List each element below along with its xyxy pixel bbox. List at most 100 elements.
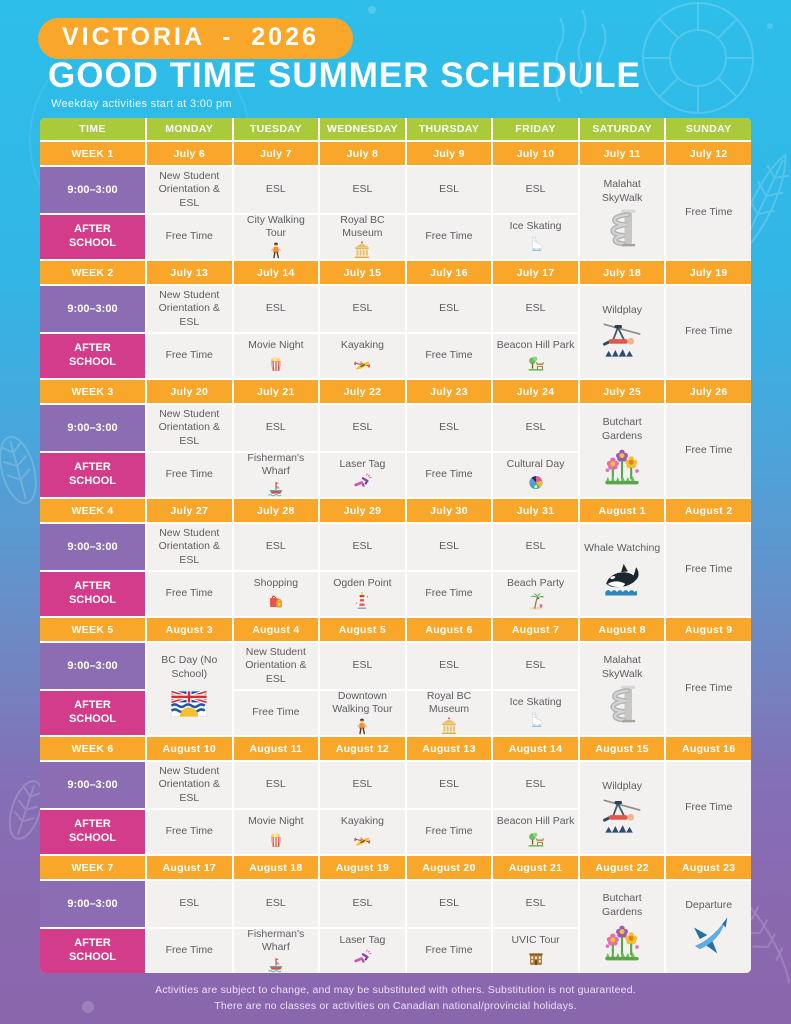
activity-cell-label: Free Time [425,468,473,481]
activity-cell-label: Ice Skating [509,696,562,709]
activity-cell-label: New Student Orientation & ESL [158,765,220,804]
week-block: WEEK 4 July 27 July 28 July 29 July 30 July 3… [40,499,751,616]
weeks-container: WEEK 1 July 6 July 7 July 8 July 9 July 10 Jul… [40,142,751,973]
activity-cell: ESL [233,762,319,808]
activity-cell-label: Free Time [685,563,733,576]
time-label-after-school: AFTER SCHOOL [40,929,145,973]
activity-cell: Free Time [666,524,751,616]
activity-cell-label: New Student Orientation & ESL [245,646,307,685]
popcorn-icon [263,830,289,849]
activity-cell-label: Free Time [685,682,733,695]
skywalk-icon [598,208,646,248]
date-cell-label: July 19 [689,266,728,279]
activity-cell-label: Royal BC Museum [426,689,472,715]
activity-cell-label: ESL [439,183,459,196]
date-cell-label: July 6 [173,147,206,160]
date-cell-label: July 31 [516,504,555,517]
activity-cell-label: ESL [265,421,286,434]
activity-cell: ESL [233,167,319,213]
date-cell-label: July 26 [689,385,728,398]
week-block: WEEK 3 July 20 July 21 July 22 July 23 July 2… [40,380,751,497]
column-header-label: WEDNESDAY [326,123,398,135]
activity-cell-label: ESL [525,421,546,434]
skywalk-icon [598,684,646,724]
activity-cell-label: Beacon Hill Park [496,339,575,352]
activity-cell-label: Beacon Hill Park [496,815,575,828]
activity-cell-label: Free Time [165,944,213,957]
activity-cell: Malahat SkyWalk [579,643,665,735]
date-cell: August 17 [147,856,232,879]
column-header: SATURDAY [579,118,665,140]
date-cell: August 21 [493,856,578,879]
zipline-icon [598,320,646,360]
activity-cell: Kayaking [320,810,405,854]
schedule-table: TIME MONDAY TUESDAY WEDNESDAY THURSDAY FRIDAY… [40,118,751,973]
activity-cell: ESL [406,405,492,451]
activity-cell: Cultural Day [493,453,578,497]
date-cell-label: August 15 [595,742,649,755]
activity-cell-label: ESL [525,183,546,196]
boat-icon [263,955,289,973]
week-block: WEEK 2 July 13 July 14 July 15 July 16 July 1… [40,261,751,378]
date-cell-label: July 8 [346,147,379,160]
activity-cell-label: Free Time [425,825,473,838]
activity-cell: Free Time [666,643,751,735]
activity-cell-label: ESL [352,183,373,196]
activity-cell-label: New Student Orientation & ESL [158,527,220,566]
activity-cell: Free Time [147,334,232,378]
date-cell: August 12 [320,737,405,760]
date-cell: August 5 [320,618,405,641]
column-header-label: FRIDAY [515,123,556,135]
time-label-morning: 9:00–3:00 [40,405,145,451]
activity-cell: ESL [233,524,319,570]
cultural-globe-icon [523,473,549,492]
activity-cell-label: Free Time [425,230,473,243]
week-block: WEEK 6 August 10 August 11 August 12 August … [40,737,751,854]
date-cell-label: July 18 [603,266,641,279]
activity-cell-label: ESL [352,659,373,672]
activity-cell-label: ESL [525,778,546,791]
date-cell-label: July 12 [689,147,728,160]
activity-cell-label: ESL [265,183,286,196]
activity-cell: Free Time [147,215,232,259]
flowers-icon [598,922,646,962]
column-header-row: TIME MONDAY TUESDAY WEDNESDAY THURSDAY FRIDAY… [40,118,751,140]
activity-cell: Free Time [147,810,232,854]
activity-cell-label: Free Time [425,944,473,957]
activity-cell: ESL [493,167,578,213]
time-label-morning-label: 9:00–3:00 [67,779,118,791]
activity-cell: BC Day (No School) [147,643,232,735]
date-cell-label: July 16 [430,266,468,279]
activity-cell: New Student Orientation & ESL [233,643,319,689]
activity-cell: Movie Night [233,334,319,378]
time-label-after-school-label: AFTER SCHOOL [68,580,117,606]
date-cell: July 31 [493,499,578,522]
activity-cell: Ice Skating [493,691,578,735]
activity-cell: ESL [406,643,492,689]
date-cell: August 23 [666,856,751,879]
time-label-after-school-label: AFTER SCHOOL [68,342,117,368]
activity-cell-label: Fisherman's Wharf [247,451,305,477]
date-cell: July 18 [579,261,665,284]
date-cell: August 1 [579,499,665,522]
date-cell: August 22 [579,856,665,879]
date-cell: July 29 [320,499,405,522]
activity-cell: Free Time [406,572,492,616]
activity-cell-label: UVIC Tour [511,934,560,947]
date-cell-label: August 1 [598,504,646,517]
column-header-label: TIME [79,123,106,135]
activity-cell: City Walking Tour [233,214,319,259]
activity-cell-label: ESL [525,659,546,672]
date-cell: August 2 [666,499,751,522]
column-header-label: THURSDAY [418,123,480,135]
activity-cell-label: BC Day (No School) [161,654,218,680]
week-label-cell-label: WEEK 7 [71,861,114,874]
date-cell: August 8 [579,618,665,641]
week-label-cell-label: WEEK 2 [71,266,114,279]
activity-cell: Free Time [406,810,492,854]
date-cell: July 11 [579,142,665,165]
date-cell-label: August 3 [165,623,213,636]
time-label-morning-label: 9:00–3:00 [67,184,118,196]
activity-cell-label: Ogden Point [333,577,392,590]
week-label-cell-label: WEEK 6 [71,742,114,755]
